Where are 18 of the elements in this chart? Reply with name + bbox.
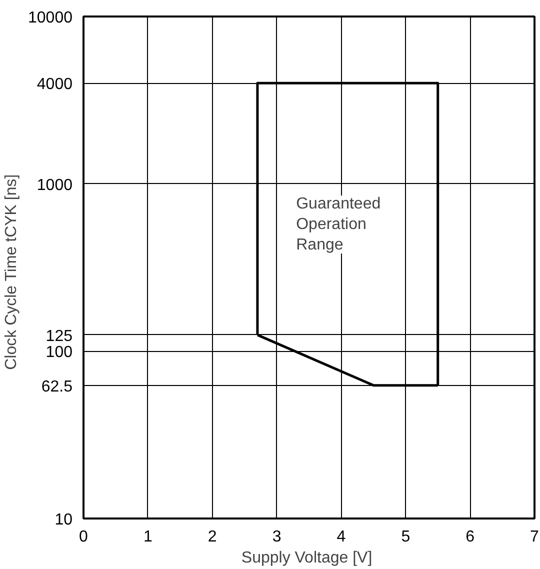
x-tick-label: 0: [79, 528, 88, 546]
annotation: Guaranteed Operation Range: [296, 196, 381, 254]
x-tick-label: 3: [272, 528, 282, 546]
y-tick-label: 4000: [36, 76, 73, 94]
y-tick-label: 1000: [36, 176, 73, 194]
x-tick-label: 7: [530, 528, 540, 546]
y-axis-title: Clock Cycle Time tCYK [ns]: [3, 174, 20, 370]
y-tick-label: 100: [46, 344, 73, 362]
y-tick-label: 10000: [28, 10, 73, 26]
y-tick-label: 125: [46, 328, 73, 345]
x-tick-label: 1: [143, 528, 152, 546]
y-tick-label: 62.5: [41, 378, 73, 396]
x-tick-label: 5: [401, 528, 410, 546]
x-tick-label: 2: [208, 528, 217, 546]
x-axis-title: Supply Voltage [V]: [241, 550, 372, 566]
y-tick-label: 10: [54, 512, 73, 528]
x-tick-label: 6: [466, 528, 475, 546]
x-tick-label: 4: [336, 528, 346, 546]
